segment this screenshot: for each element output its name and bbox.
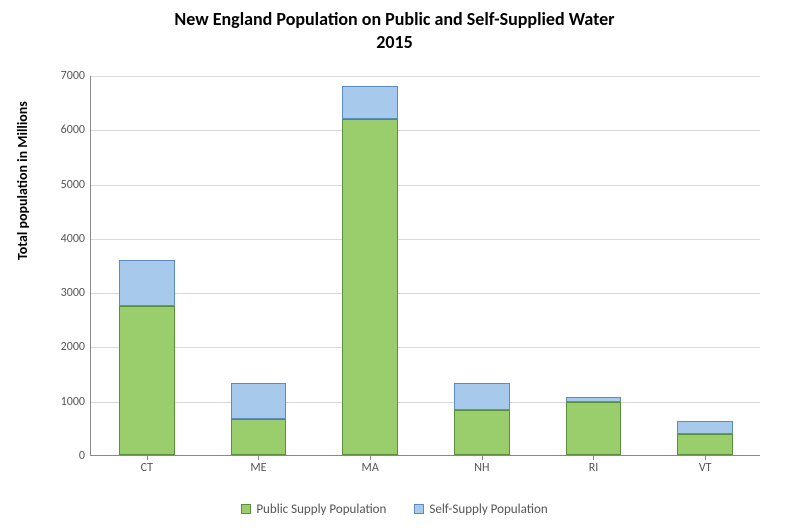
y-tick-label: 1000 bbox=[61, 395, 91, 409]
bar-group: MA bbox=[342, 75, 398, 455]
y-tick-label: 7000 bbox=[61, 69, 91, 83]
x-tick-label: ME bbox=[250, 455, 266, 475]
chart-title-line1: New England Population on Public and Sel… bbox=[0, 8, 789, 31]
bar-segment bbox=[454, 383, 510, 410]
y-tick-label: 6000 bbox=[61, 123, 91, 137]
chart-title: New England Population on Public and Sel… bbox=[0, 8, 789, 53]
y-tick-label: 3000 bbox=[61, 286, 91, 300]
chart-title-line2: 2015 bbox=[0, 31, 789, 54]
bar-segment bbox=[454, 410, 510, 455]
x-tick-label: RI bbox=[589, 455, 599, 475]
legend-item: Public Supply Population bbox=[241, 502, 386, 517]
grid-line bbox=[91, 239, 760, 240]
y-tick-label: 4000 bbox=[61, 232, 91, 246]
bar-segment bbox=[677, 434, 733, 455]
bar-segment bbox=[119, 306, 175, 455]
bar-group: CT bbox=[119, 75, 175, 455]
y-axis-label: Total population in Millions bbox=[14, 101, 31, 260]
legend-item: Self-Supply Population bbox=[414, 502, 547, 517]
bar-group: ME bbox=[231, 75, 287, 455]
legend-swatch bbox=[414, 504, 424, 514]
legend-label: Public Supply Population bbox=[256, 502, 386, 517]
grid-line bbox=[91, 130, 760, 131]
grid-line bbox=[91, 402, 760, 403]
bar-segment bbox=[231, 383, 287, 419]
y-tick-label: 0 bbox=[79, 449, 91, 463]
bar-group: VT bbox=[677, 75, 733, 455]
grid-line bbox=[91, 293, 760, 294]
x-tick-label: MA bbox=[362, 455, 379, 475]
bar-segment bbox=[342, 119, 398, 455]
bar-segment bbox=[566, 402, 622, 455]
legend: Public Supply Population Self-Supply Popu… bbox=[0, 502, 789, 519]
y-tick-label: 2000 bbox=[61, 340, 91, 354]
bar-segment bbox=[566, 397, 622, 402]
x-tick-label: VT bbox=[699, 455, 712, 475]
bar-segment bbox=[231, 419, 287, 455]
bar-segment bbox=[342, 86, 398, 119]
bar-segment bbox=[677, 421, 733, 434]
legend-swatch bbox=[241, 504, 251, 514]
chart-container: New England Population on Public and Sel… bbox=[0, 0, 789, 530]
x-tick-label: CT bbox=[141, 455, 153, 475]
grid-line bbox=[91, 347, 760, 348]
grid-line bbox=[91, 185, 760, 186]
bar-group: NH bbox=[454, 75, 510, 455]
bar-group: RI bbox=[566, 75, 622, 455]
bar-segment bbox=[119, 260, 175, 306]
legend-label: Self-Supply Population bbox=[429, 502, 547, 517]
y-tick-label: 5000 bbox=[61, 178, 91, 192]
plot-area: 01000200030004000500060007000CTMEMANHRIV… bbox=[90, 76, 760, 456]
grid-line bbox=[91, 76, 760, 77]
x-tick-label: NH bbox=[474, 455, 489, 475]
